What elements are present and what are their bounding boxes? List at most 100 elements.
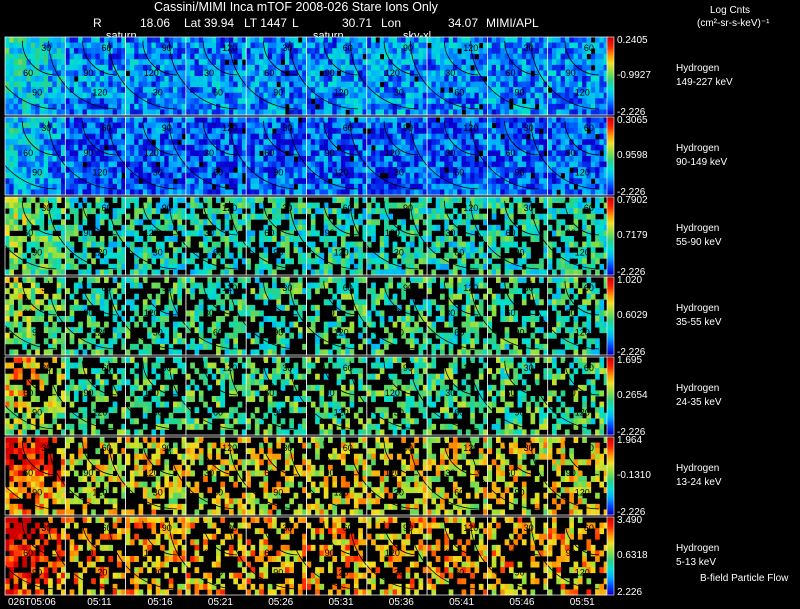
pixel: [577, 144, 583, 151]
pixel: [418, 172, 424, 179]
pixel: [323, 87, 329, 94]
pixel: [52, 161, 58, 168]
pixel: [138, 64, 144, 71]
pixel: [332, 37, 338, 43]
pixel: [586, 109, 592, 116]
pixel: [216, 128, 221, 135]
pixel: [384, 224, 389, 231]
pixel: [362, 156, 368, 162]
pixel: [207, 197, 213, 203]
pixel: [534, 109, 540, 116]
pixel: [409, 258, 415, 265]
pixel: [491, 117, 497, 123]
pixel: [26, 230, 32, 237]
pixel: [78, 172, 83, 179]
pixel: [73, 53, 79, 60]
pixel: [375, 70, 381, 77]
pixel: [121, 117, 126, 123]
pixel: [17, 178, 23, 185]
pixel: [5, 122, 10, 129]
pixel: [216, 208, 221, 215]
pixel: [470, 172, 475, 179]
pixel: [440, 103, 445, 110]
pixel: [564, 81, 570, 88]
pixel: [168, 64, 174, 71]
pixel: [78, 103, 83, 110]
pixel: [69, 128, 75, 135]
pixel: [289, 103, 294, 110]
pixel: [160, 87, 165, 94]
pixel: [496, 189, 501, 196]
pixel: [13, 219, 19, 226]
pixel: [134, 53, 139, 60]
pixel: [328, 183, 333, 190]
pixel: [530, 42, 536, 49]
pixel: [564, 92, 570, 99]
pixel: [284, 139, 290, 146]
pixel: [259, 37, 264, 43]
pixel: [483, 133, 488, 140]
pixel: [125, 172, 131, 179]
pixel: [99, 98, 105, 105]
contour-label: 120: [334, 168, 349, 178]
pixel: [302, 161, 307, 168]
pixel: [336, 258, 342, 265]
pixel: [366, 70, 372, 77]
pixel: [280, 202, 286, 209]
pixel: [409, 269, 415, 276]
pixel: [435, 59, 441, 66]
pixel: [185, 70, 191, 77]
colorbar-segment: [607, 97, 614, 100]
pixel: [22, 128, 27, 135]
pixel: [203, 269, 208, 276]
pixel: [461, 133, 467, 140]
pixel: [599, 128, 605, 135]
pixel: [371, 109, 376, 116]
pixel: [177, 172, 182, 179]
pixel: [60, 144, 66, 151]
pixel: [104, 128, 109, 135]
pixel: [35, 92, 40, 99]
pixel: [448, 92, 454, 99]
pixel: [396, 37, 402, 43]
pixel: [366, 81, 372, 88]
pixel: [254, 81, 260, 88]
pixel: [440, 70, 445, 77]
pixel: [254, 64, 260, 71]
pixel: [521, 92, 527, 99]
pixel: [233, 139, 238, 146]
pixel: [73, 263, 79, 270]
pixel: [185, 59, 191, 66]
pixel: [388, 122, 394, 129]
pixel: [26, 92, 32, 99]
pixel: [172, 189, 178, 196]
pixel: [246, 64, 251, 71]
pixel: [599, 144, 605, 151]
pixel: [340, 167, 346, 174]
pixel: [151, 37, 157, 43]
pixel: [470, 37, 475, 43]
pixel: [547, 70, 553, 77]
pixel: [17, 161, 23, 168]
pixel: [5, 269, 10, 276]
pixel: [435, 122, 441, 129]
pixel: [401, 64, 406, 71]
pixel: [539, 59, 544, 66]
pixel: [78, 139, 83, 146]
pixel: [73, 70, 79, 77]
pixel: [116, 117, 122, 123]
pixel: [582, 81, 587, 88]
pixel: [43, 247, 49, 254]
pixel: [151, 178, 157, 185]
pixel: [362, 76, 368, 82]
pixel: [177, 109, 182, 116]
pixel: [60, 269, 66, 276]
pixel: [91, 92, 96, 99]
contour-line: [0, 78, 57, 110]
pixel: [168, 98, 174, 105]
pixel: [95, 178, 101, 185]
colorbar-segment: [607, 134, 614, 137]
pixel: [112, 76, 118, 82]
pixel: [582, 76, 587, 82]
